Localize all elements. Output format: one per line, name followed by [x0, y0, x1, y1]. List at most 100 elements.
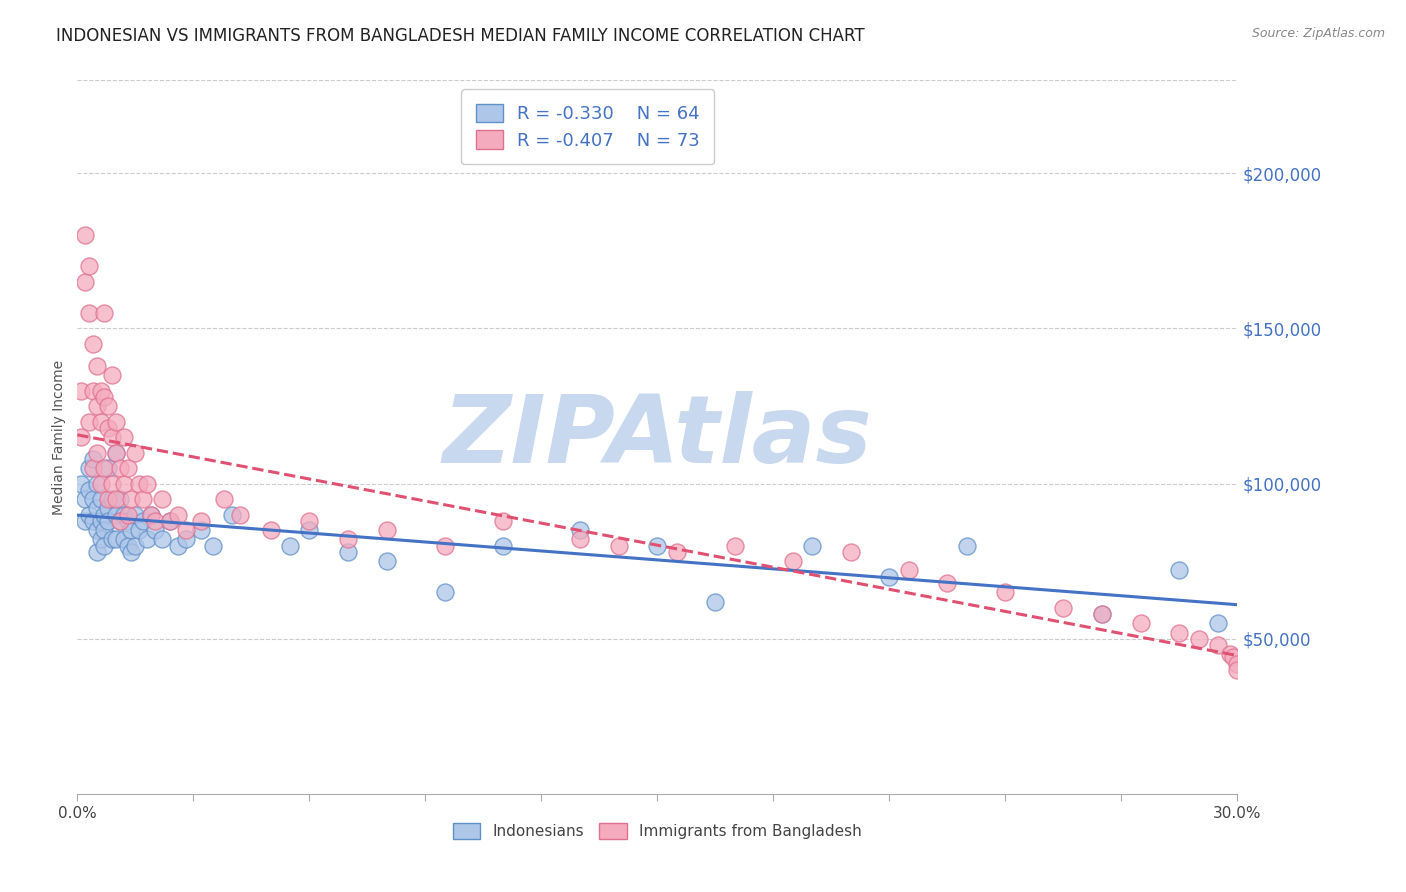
Point — [97, 501, 120, 516]
Point — [337, 533, 360, 547]
Point — [77, 508, 100, 522]
Point — [877, 570, 901, 584]
Point — [75, 492, 96, 507]
Point — [86, 523, 108, 537]
Text: ZIPAtlas: ZIPAtlas — [443, 391, 872, 483]
Point — [86, 545, 108, 559]
Point — [86, 359, 108, 373]
Point — [70, 384, 93, 398]
Point — [105, 533, 127, 547]
Point — [112, 533, 135, 547]
Point — [101, 430, 124, 444]
Point — [101, 476, 124, 491]
Text: Source: ZipAtlas.com: Source: ZipAtlas.com — [1251, 27, 1385, 40]
Point — [112, 508, 135, 522]
Point — [124, 508, 146, 522]
Point — [108, 461, 131, 475]
Point — [704, 594, 727, 608]
Point — [1206, 638, 1229, 652]
Point — [569, 523, 592, 537]
Text: INDONESIAN VS IMMIGRANTS FROM BANGLADESH MEDIAN FAMILY INCOME CORRELATION CHART: INDONESIAN VS IMMIGRANTS FROM BANGLADESH… — [56, 27, 865, 45]
Point — [1168, 564, 1191, 578]
Point — [86, 501, 108, 516]
Point — [105, 508, 127, 522]
Point — [101, 492, 124, 507]
Point — [108, 514, 131, 528]
Point — [190, 514, 212, 528]
Point — [1168, 625, 1191, 640]
Point — [86, 399, 108, 413]
Point — [75, 275, 96, 289]
Point — [121, 523, 143, 537]
Point — [132, 492, 155, 507]
Point — [139, 508, 162, 522]
Point — [117, 514, 139, 528]
Point — [647, 539, 669, 553]
Point — [82, 461, 104, 475]
Point — [1091, 607, 1114, 621]
Point — [77, 260, 100, 274]
Point — [82, 337, 104, 351]
Point — [90, 476, 111, 491]
Point — [90, 492, 111, 507]
Point — [174, 523, 197, 537]
Point — [70, 476, 93, 491]
Point — [139, 508, 162, 522]
Point — [128, 476, 150, 491]
Point — [375, 523, 398, 537]
Point — [70, 430, 93, 444]
Point — [93, 539, 115, 553]
Point — [105, 445, 127, 459]
Point — [97, 399, 120, 413]
Point — [105, 492, 127, 507]
Point — [86, 445, 108, 459]
Point — [1091, 607, 1114, 621]
Point — [492, 539, 515, 553]
Point — [121, 492, 143, 507]
Point — [1222, 650, 1244, 665]
Point — [93, 523, 115, 537]
Point — [93, 508, 115, 522]
Point — [801, 539, 824, 553]
Point — [1052, 600, 1074, 615]
Point — [77, 483, 100, 497]
Point — [174, 533, 197, 547]
Point — [128, 523, 150, 537]
Point — [152, 492, 174, 507]
Point — [433, 539, 456, 553]
Point — [375, 554, 398, 568]
Point — [221, 508, 243, 522]
Point — [101, 533, 124, 547]
Point — [260, 523, 283, 537]
Point — [298, 523, 321, 537]
Point — [298, 514, 321, 528]
Point — [124, 445, 146, 459]
Point — [77, 461, 100, 475]
Point — [724, 539, 747, 553]
Point — [97, 492, 120, 507]
Point — [86, 476, 108, 491]
Point — [190, 523, 212, 537]
Point — [782, 554, 804, 568]
Point — [201, 539, 224, 553]
Point — [665, 545, 688, 559]
Point — [159, 514, 181, 528]
Point — [278, 539, 301, 553]
Point — [93, 306, 115, 320]
Point — [136, 533, 159, 547]
Point — [90, 533, 111, 547]
Point — [108, 492, 131, 507]
Point — [108, 514, 131, 528]
Point — [897, 564, 920, 578]
Point — [90, 384, 111, 398]
Point — [152, 533, 174, 547]
Point — [228, 508, 252, 522]
Point — [124, 539, 146, 553]
Point — [607, 539, 630, 553]
Point — [97, 514, 120, 528]
Point — [166, 539, 188, 553]
Point — [90, 514, 111, 528]
Point — [433, 585, 456, 599]
Point — [569, 533, 592, 547]
Point — [936, 575, 959, 590]
